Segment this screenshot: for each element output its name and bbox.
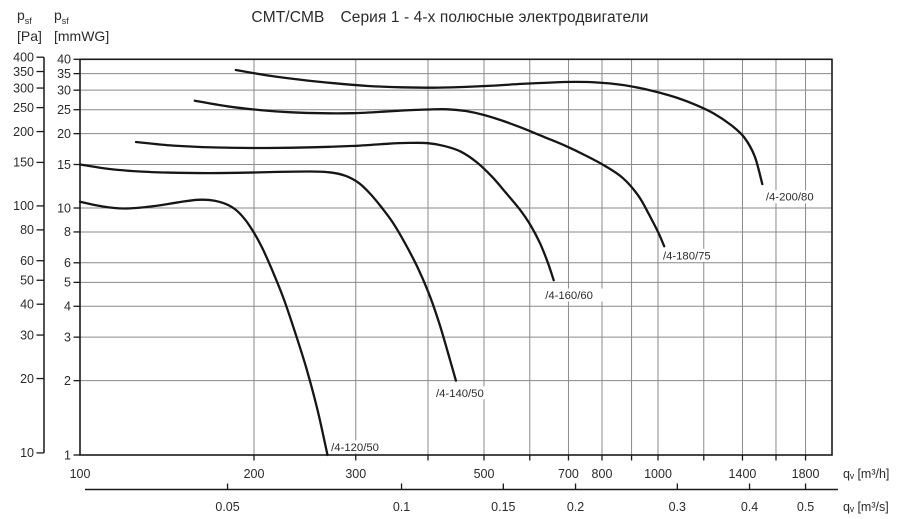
m3s-tick-label: 0.15 [491,500,515,514]
pa-tick-label: 250 [13,101,34,115]
pa-tick-label: 100 [13,199,34,213]
m3s-tick-label: 0.5 [797,500,814,514]
mmwg-tick-label: 20 [57,127,71,141]
mmwg-tick-label: 3 [64,330,71,344]
mmwg-tick-label: 2 [64,374,71,388]
m3h-tick-label: 700 [558,467,579,481]
plot-border [79,58,833,456]
mmwg-tick-label: 8 [64,225,71,239]
m3h-tick-label: 1400 [729,467,757,481]
m3s-tick-label: 0.4 [741,500,758,514]
m3s-tick-label: 0.2 [567,500,584,514]
pa-tick-label: 10 [20,446,34,460]
pa-tick-label: 30 [20,328,34,342]
pa-tick-label: 200 [13,125,34,139]
pa-axis-symbol: psf [17,7,32,26]
m3s-tick-label: 0.1 [393,500,410,514]
curve-label-bg [434,386,494,400]
m3h-tick-label: 500 [474,467,495,481]
fan-curve-/4-180/75 [193,99,666,248]
pa-axis-unit: [Pa] [17,27,42,44]
mmwg-axis-symbol: psf [54,7,69,26]
curve-label: /4-140/50 [436,388,484,400]
mmwg-tick-label: 15 [57,158,71,172]
mmwg-tick-label: 35 [57,67,71,81]
mmwg-tick-label: 10 [57,201,71,215]
mmwg-tick-label: 1 [64,448,71,462]
chart-title: CMT/CMB Серия 1 - 4-х полюсные электродв… [0,9,900,27]
chart-title-product: CMT/CMB [251,9,325,26]
fan-curve-/4-140/50 [78,163,458,382]
pa-tick-label: 400 [13,51,34,65]
m3h-tick-label: 800 [592,467,613,481]
curve-label-bg [763,190,824,204]
pa-tick-label: 350 [13,65,34,79]
mmwg-tick-label: 40 [57,53,71,67]
curve-label-bg [543,288,603,302]
pa-tick-label: 60 [20,254,34,268]
pa-tick-label: 20 [20,372,34,386]
fan-curve-/4-120/50 [78,198,329,457]
mmwg-axis-unit: [mmWG] [54,27,110,44]
m3h-axis-unit: qᵥ [m³/h] [843,467,889,481]
mmwg-tick-label: 25 [57,103,71,117]
pa-tick-label: 150 [13,156,34,170]
pa-tick-label: 40 [20,298,34,312]
curve-label: /4-120/50 [331,442,379,454]
m3h-tick-label: 100 [70,467,91,481]
m3h-tick-label: 1800 [792,467,820,481]
pa-axis-title: psf [Pa] [17,8,42,44]
mmwg-tick-label: 6 [64,256,71,270]
m3s-tick-label: 0.3 [669,500,686,514]
pa-tick-label: 80 [20,223,34,237]
m3s-tick-label: 0.05 [215,500,239,514]
mmwg-axis-title: psf [mmWG] [54,8,109,44]
curve-label-bg [329,440,389,454]
curve-label-bg [660,248,721,262]
curve-label: /4-160/60 [545,290,593,302]
curve-label: /4-180/75 [663,250,711,262]
m3h-tick-label: 1000 [644,467,672,481]
m3s-axis-unit: qᵥ [m³/s] [843,500,889,514]
pa-tick-label: 300 [13,81,34,95]
pa-tick-label: 50 [20,274,34,288]
chart-title-series: Серия 1 - 4-х полюсные электродвигатели [340,9,649,26]
m3h-tick-label: 300 [345,467,366,481]
curve-label: /4-200/80 [766,192,814,204]
mmwg-tick-label: 30 [57,83,71,97]
mmwg-tick-label: 5 [64,276,71,290]
fan-curve-/4-200/80 [234,68,764,186]
mmwg-tick-label: 4 [64,300,71,314]
m3h-tick-label: 200 [244,467,265,481]
fan-curve-/4-160/60 [134,140,555,282]
